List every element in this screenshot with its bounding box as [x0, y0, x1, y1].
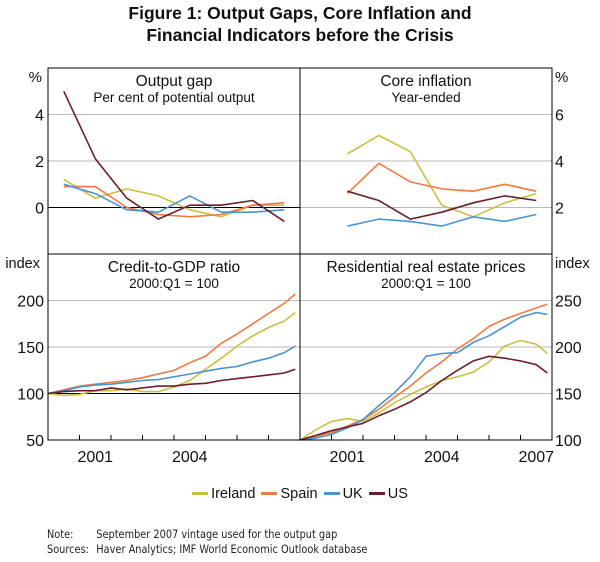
- series-line-uk: [63, 183, 285, 213]
- panel-title: Core inflation: [380, 73, 471, 90]
- legend-label-spain: Spain: [280, 485, 318, 502]
- series-line-ireland: [47, 311, 296, 397]
- y-tick-label: 150: [555, 387, 582, 404]
- legend: Ireland Spain UK US: [0, 483, 600, 502]
- series-line-uk: [299, 311, 548, 441]
- legend-item-spain: Spain: [261, 485, 318, 502]
- y-axis-unit-label: %: [29, 69, 42, 86]
- panel-residential-real-estate: 100 150 200 250 index Residential real estate…: [299, 256, 590, 466]
- series-line-ireland: [346, 134, 537, 218]
- x-tick-label: 2007: [518, 449, 554, 466]
- y-tick-label: 100: [17, 387, 44, 404]
- legend-label-us: US: [387, 485, 408, 502]
- x-tick-label: 2004: [424, 449, 460, 466]
- notes: Note: September 2007 vintage used for the…: [47, 527, 367, 557]
- x-tick-label: 2001: [329, 449, 365, 466]
- note-label: Note:: [47, 527, 74, 541]
- figure-title-line-1: Figure 1: Output Gaps, Core Inflation an…: [128, 3, 472, 23]
- y-axis-unit-label: index: [5, 256, 40, 272]
- y-tick-label: 100: [555, 433, 582, 450]
- legend-item-uk: UK: [323, 485, 363, 502]
- legend-item-ireland: Ireland: [192, 486, 255, 502]
- legend-label-uk: UK: [342, 485, 363, 502]
- panel-title: Residential real estate prices: [326, 259, 525, 276]
- series-line-spain: [47, 293, 296, 395]
- y-tick-label: 6: [555, 108, 564, 125]
- legend-item-us: US: [368, 485, 408, 502]
- figure-title-line-2: Financial Indicators before the Crisis: [146, 25, 454, 45]
- note-text: September 2007 vintage used for the outp…: [96, 527, 338, 541]
- y-tick-label: 200: [17, 294, 44, 311]
- panel-subtitle: 2000:Q1 = 100: [129, 276, 219, 291]
- figure-title: Figure 1: Output Gaps, Core Inflation an…: [0, 2, 600, 46]
- note-row: Note: September 2007 vintage used for the…: [47, 527, 367, 542]
- y-tick-label: 4: [555, 154, 564, 171]
- y-tick-label: 2: [555, 201, 564, 218]
- y-tick-label: 150: [17, 340, 44, 357]
- panel-subtitle: Year-ended: [391, 90, 460, 105]
- y-tick-label: 250: [555, 294, 582, 311]
- y-axis-unit-label: index: [555, 256, 590, 272]
- legend-swatch-spain: [261, 492, 278, 495]
- series-line-us: [347, 190, 537, 220]
- series-line-us: [47, 368, 296, 395]
- series-line-uk: [47, 345, 296, 395]
- sources-row: Sources: Haver Analytics; IMF World Econo…: [47, 542, 367, 557]
- panel-subtitle: 2000:Q1 = 100: [381, 276, 471, 291]
- y-tick-label: 4: [35, 108, 44, 125]
- y-tick-label: 2: [35, 154, 44, 171]
- series-line-us: [63, 90, 285, 223]
- y-tick-label: 200: [555, 340, 582, 357]
- y-axis-unit-label: %: [555, 69, 568, 86]
- x-tick-label: 2001: [77, 449, 113, 466]
- legend-label-ireland: Ireland: [211, 485, 256, 502]
- series-line-uk: [347, 213, 537, 227]
- legend-swatch-uk: [323, 492, 340, 495]
- panel-subtitle: Per cent of potential output: [93, 90, 255, 105]
- panel-credit-to-gdp: 50 100 150 200 index Credit-to-GDP ratio2000:…: [5, 256, 300, 466]
- panel-title: Output gap: [136, 73, 213, 90]
- series-line-ireland: [299, 339, 548, 441]
- panel-title: Credit-to-GDP ratio: [108, 259, 240, 276]
- series-line-spain: [346, 162, 537, 195]
- series-line-us: [299, 355, 548, 441]
- x-tick-label: 2004: [172, 449, 208, 466]
- legend-swatch-ireland: [192, 492, 209, 495]
- series-line-spain: [63, 185, 285, 218]
- sources-text: Haver Analytics; IMF World Economic Outl…: [96, 542, 368, 556]
- sources-label: Sources:: [47, 542, 89, 556]
- y-tick-label: 0: [35, 201, 44, 218]
- series-line-ireland: [63, 178, 285, 218]
- y-tick-label: 50: [26, 433, 44, 450]
- legend-swatch-us: [368, 492, 385, 495]
